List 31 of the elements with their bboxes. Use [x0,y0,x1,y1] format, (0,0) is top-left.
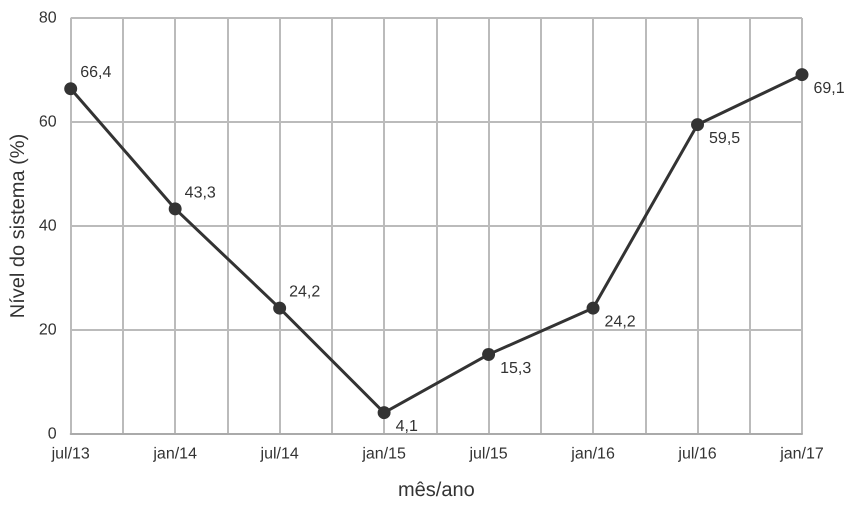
data-label: 43,3 [184,184,216,202]
point [273,302,286,315]
x-axis-title: mês/ano [398,479,475,501]
y-axis-title: Nível do sistema (%) [7,134,29,318]
point [796,68,808,82]
x-tick-label: jan/15 [361,446,406,462]
point [378,406,391,420]
data-label: 4,1 [396,418,418,436]
y-tick-label: 80 [38,10,57,26]
x-tick-label: jan/14 [152,446,198,462]
data-label: 66,4 [80,64,112,82]
x-tick-label: jul/14 [260,446,299,462]
data-label: 59,5 [709,130,740,148]
x-tick-label: jul/16 [677,446,717,462]
y-tick-label: 60 [38,114,57,130]
y-tick-label: 20 [38,322,57,338]
data-label: 69,1 [814,80,845,98]
point [691,118,704,132]
x-tick-label: jul/13 [50,446,90,462]
point [482,348,496,361]
data-label: 24,2 [289,284,320,301]
data-label: 15,3 [500,360,532,377]
point [64,82,78,96]
y-tick-label: 40 [38,218,57,234]
data-label: 24,2 [604,314,636,331]
x-tick-label: jan/17 [779,446,824,462]
x-tick-label: jul/15 [468,446,508,462]
y-tick-label: 0 [48,426,57,442]
point [586,302,600,315]
point [168,202,182,216]
x-tick-label: jan/16 [570,446,615,462]
